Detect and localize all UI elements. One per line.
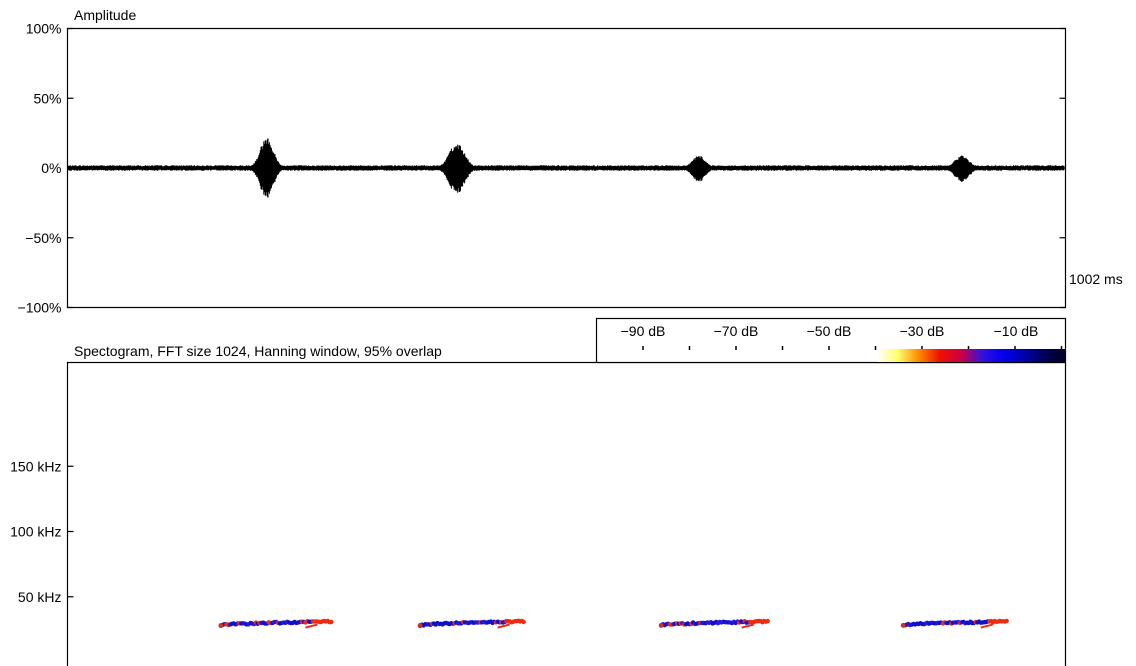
bat-call [658,618,770,629]
amplitude-panel: Amplitude 100% 50% 0% −50% −100% 1002 ms [18,7,1123,316]
bat-call [900,618,1009,629]
spectrogram-y-axis: 150 kHz 100 kHz 50 kHz [10,458,74,605]
colorbar-label: −70 dB [714,323,759,339]
spectrogram-panel: Spectogram, FFT size 1024, Hanning windo… [10,343,1067,666]
amplitude-x-end-label: 1002 ms [1069,271,1123,287]
spectrogram-plot-frame [66,361,1067,666]
spectrogram-calls [218,618,1009,629]
colorbar-label: −30 dB [900,323,945,339]
spectrogram-title: Spectogram, FFT size 1024, Hanning windo… [74,343,442,359]
colorbar-labels: −90 dB −70 dB −50 dB −30 dB −10 dB [621,323,1039,339]
colorbar-label: −10 dB [994,323,1039,339]
amplitude-y-axis: 100% 50% 0% −50% −100% [18,21,1066,316]
bat-call [417,618,526,629]
amplitude-waveform-trace [68,138,1065,198]
colorbar-label: −90 dB [621,323,666,339]
amplitude-y-tick-label: 50% [33,90,61,106]
amplitude-title: Amplitude [74,7,136,23]
colorbar-label: −50 dB [807,323,852,339]
amplitude-y-tick-label: −50% [25,230,61,246]
spectrogram-y-tick-label: 50 kHz [18,589,62,605]
amplitude-waveform [68,138,1065,198]
colorbar-gradient [877,349,1066,362]
amplitude-y-tick-label: 100% [26,21,62,37]
amplitude-y-tick-label: 0% [41,160,61,176]
spectrogram-y-tick-label: 100 kHz [10,524,61,540]
spectrogram-y-tick-label: 150 kHz [10,458,61,474]
bat-call [218,618,334,629]
colorbar-legend: −90 dB −70 dB −50 dB −30 dB −10 dB [595,317,1067,364]
amplitude-y-tick-label: −100% [18,300,62,316]
